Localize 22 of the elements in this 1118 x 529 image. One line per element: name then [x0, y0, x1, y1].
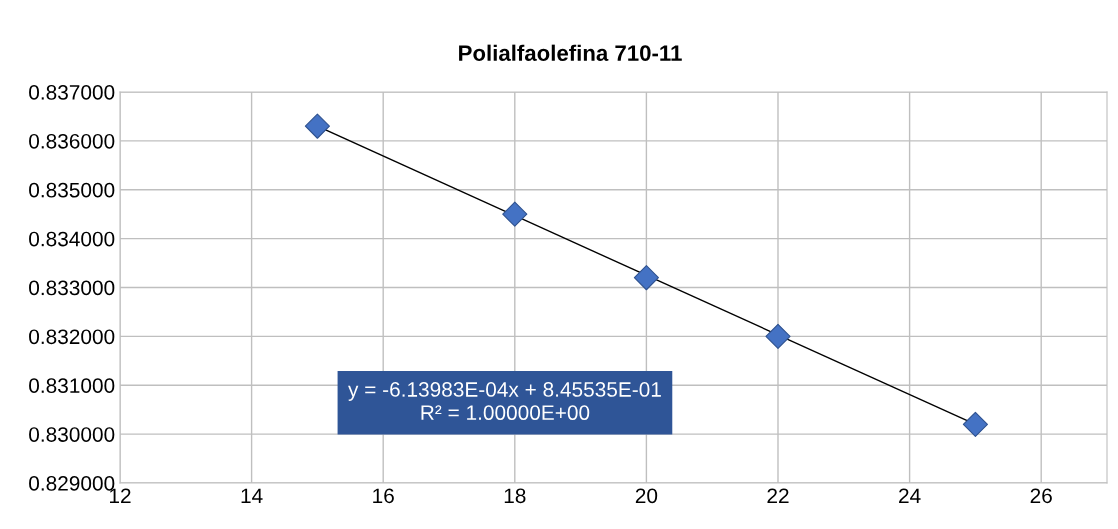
- point: [962, 411, 988, 437]
- point: [304, 113, 330, 139]
- y-tick-label: 0.837000: [29, 85, 115, 100]
- x-tick-label: 24: [899, 488, 921, 503]
- x-tick-label: 26: [1030, 488, 1052, 504]
- point: [633, 265, 659, 291]
- y-tick-label: 0.831000: [29, 378, 115, 393]
- chart-title: Polialfaolefina 710-11: [459, 44, 682, 61]
- y-tick-label: 0.835000: [29, 182, 115, 198]
- x-tick-label: 14: [241, 488, 263, 503]
- y-tick-label: 0.832000: [29, 329, 115, 345]
- y-tick-label: 0.836000: [29, 133, 115, 149]
- y-tick-label: 0.833000: [29, 280, 115, 296]
- x-tick-label: 22: [767, 488, 789, 503]
- x-tick-label: 18: [504, 488, 526, 504]
- y-tick-label: 0.834000: [29, 231, 115, 247]
- point: [765, 323, 791, 349]
- x-tick-label: 16: [373, 488, 394, 504]
- y-tick-label: 0.830000: [29, 427, 115, 442]
- point: [502, 201, 528, 227]
- x-tick-label: 20: [635, 488, 658, 504]
- annotation: y = -6.13983E-04x + 8.45535E-01 R² = 1.00000E+00: [348, 382, 661, 421]
